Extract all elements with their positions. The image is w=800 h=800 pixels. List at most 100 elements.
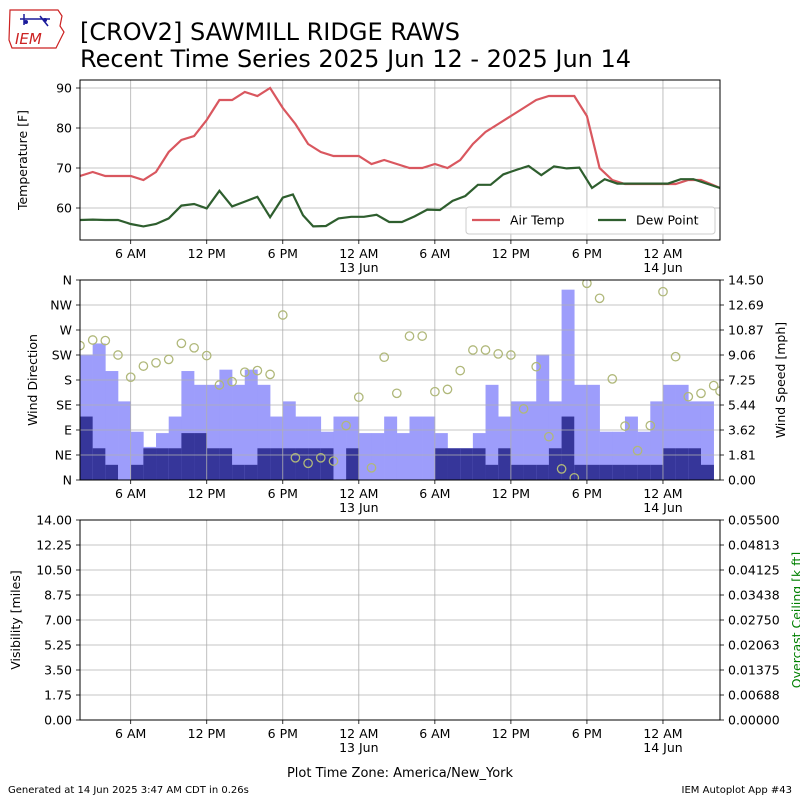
wind-base-bar [156, 448, 170, 480]
wind-base-bar [612, 464, 626, 480]
logo-text: IEM [15, 30, 42, 48]
wind-base-bar [320, 448, 334, 480]
y-axis-label-left: Wind Direction [25, 334, 40, 426]
x-tick-label: 12 PM [492, 246, 530, 261]
wind-speed-bar [333, 416, 347, 480]
wind-speed-bar [396, 433, 410, 480]
wind-base-bar [586, 464, 600, 480]
x-tick-label: 12 PM [188, 726, 226, 741]
wind-speed-bar [232, 384, 246, 480]
speed-tick-label: 7.25 [728, 373, 756, 388]
direction-tick-label: NW [50, 298, 72, 313]
speed-tick-label: 3.62 [728, 423, 756, 438]
x-tick-label: 12 PM [492, 486, 530, 501]
plot-frame [79, 79, 721, 241]
wind-direction-point [214, 380, 225, 390]
x-tick-label: 12 AM [339, 726, 378, 741]
visibility-tick-label: 0.00 [44, 713, 72, 728]
generated-note: Generated at 14 Jun 2025 3:47 AM CDT in … [8, 785, 249, 796]
wind-speed-bar [105, 371, 119, 480]
legend-box [465, 206, 716, 235]
wind-direction-point [430, 386, 440, 397]
y-tick-label: 80 [56, 121, 72, 136]
x-tick-label: 12 AM [643, 726, 682, 741]
wind-base-bar [308, 448, 322, 480]
wind-speed-bar [485, 384, 499, 480]
wind-base-bar [194, 433, 208, 480]
direction-tick-label: N [63, 273, 72, 288]
wind-speed-bar [422, 416, 436, 480]
y-tick-label: 60 [56, 201, 72, 216]
wind-direction-point [277, 310, 288, 320]
wind-base-bar [232, 464, 246, 480]
wind-direction-point [455, 365, 466, 376]
x-tick-label: 6 PM [268, 486, 298, 501]
visibility-tick-label: 14.00 [36, 513, 72, 528]
wind-base-bar [105, 464, 119, 480]
wind-base-bar [472, 448, 486, 480]
iem-logo: IEM [8, 9, 65, 49]
wind-bars [80, 289, 714, 480]
app-note: IEM Autoplot App #43 [682, 785, 792, 796]
speed-tick-label: 9.06 [728, 348, 756, 363]
wind-direction-point [227, 376, 237, 387]
ceiling-tick-label: 0.04813 [728, 538, 780, 553]
legend-label: Air Temp [510, 213, 565, 228]
wind-speed-bar [118, 401, 131, 480]
wind-base-bar [624, 464, 638, 480]
direction-tick-label: SW [52, 348, 72, 363]
wind-speed-bar [92, 343, 106, 480]
wind-direction-point [176, 338, 187, 349]
wind-direction-point [290, 452, 301, 463]
visibility-tick-label: 8.75 [44, 588, 72, 603]
wind-speed-bar [371, 433, 385, 480]
wind-base-bar [206, 448, 220, 480]
wind-base-bar [80, 416, 93, 480]
x-tick-label: 12 PM [188, 246, 226, 261]
wind-direction-point [138, 361, 149, 371]
wind-speed-bar [700, 401, 714, 480]
wind-direction-point [645, 420, 656, 431]
y-tick-label: 70 [56, 161, 72, 176]
wind-speed-bar [358, 433, 372, 480]
wind-base-bar [637, 464, 651, 480]
x-tick-label: 6 PM [268, 246, 298, 261]
ceiling-tick-label: 0.00688 [728, 688, 780, 703]
wind-base-bar [168, 448, 182, 480]
wind-direction-point [569, 472, 580, 480]
x-tick-label: 13 Jun [339, 260, 378, 275]
direction-tick-label: E [64, 423, 72, 438]
wind-direction-point [391, 388, 402, 399]
wind-base-bar [523, 464, 537, 480]
direction-tick-label: NE [55, 448, 72, 463]
wind-direction-point [163, 354, 174, 365]
wind-direction-point [239, 367, 250, 378]
wind-direction-point [379, 352, 390, 363]
x-tick-label: 13 Jun [339, 500, 378, 515]
wind-direction-point [518, 404, 529, 414]
wind-direction-point [353, 392, 364, 403]
wind-speed-bar [384, 416, 398, 480]
wind-base-bar [574, 464, 588, 480]
ceiling-tick-label: 0.00000 [728, 713, 780, 728]
visibility-tick-label: 10.50 [36, 563, 72, 578]
x-tick-label: 12 AM [643, 486, 682, 501]
y-axis-label-right: Overcast Ceiling [k ft] [789, 552, 800, 688]
visibility-tick-label: 1.75 [44, 688, 72, 703]
wind-direction-point [683, 391, 694, 402]
y-axis-label-right: Wind Speed [mph] [773, 322, 788, 438]
x-tick-label: 13 Jun [339, 740, 378, 755]
wind-base-bar [536, 464, 550, 480]
wind-direction-point [468, 345, 478, 355]
wind-base-bar [257, 448, 271, 480]
wind-direction-point [607, 374, 618, 384]
wind-base-bar [244, 464, 258, 480]
legend: Air Temp Dew Point [465, 206, 716, 235]
plot-frame [79, 519, 721, 721]
x-tick-label: 6 AM [115, 486, 146, 501]
wind-direction-point [404, 331, 415, 341]
wind-direction-point [113, 350, 123, 360]
ceiling-tick-label: 0.02063 [728, 638, 780, 653]
